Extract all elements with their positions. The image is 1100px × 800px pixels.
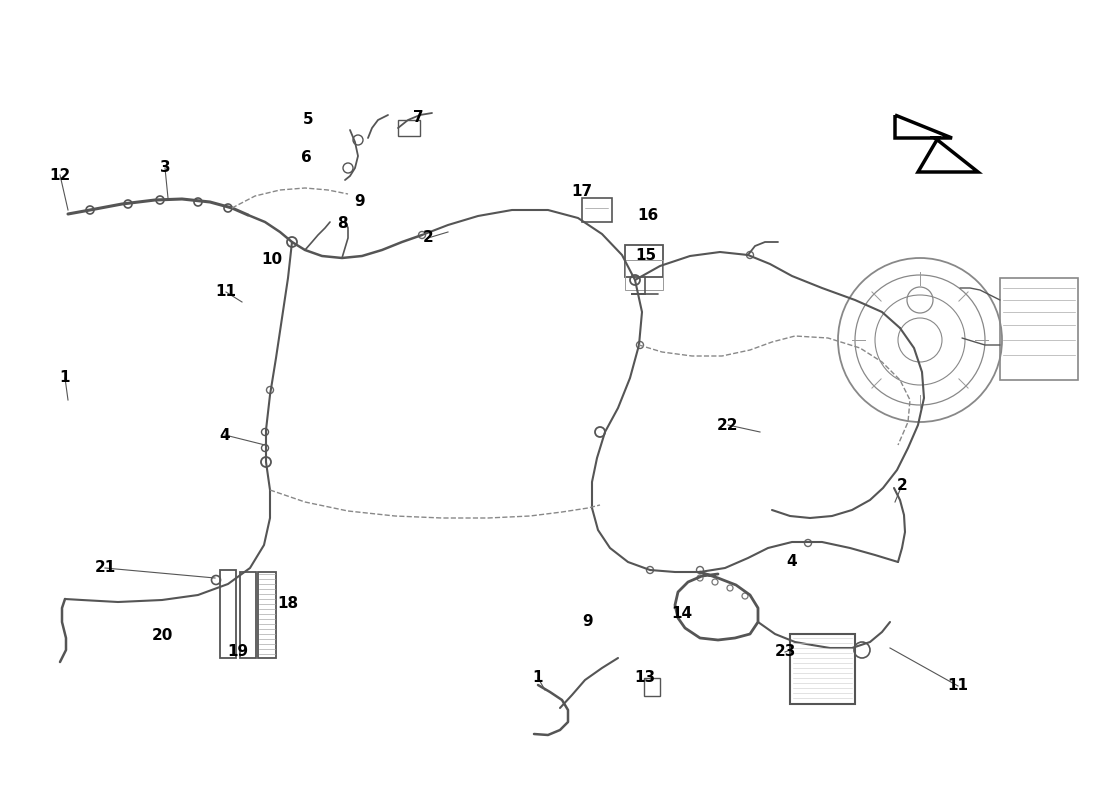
Text: 17: 17: [571, 183, 593, 198]
Text: 15: 15: [636, 249, 657, 263]
Bar: [790, 634, 855, 704]
Bar: [220, 570, 236, 658]
Text: 2: 2: [896, 478, 907, 493]
Text: 14: 14: [671, 606, 693, 622]
Text: 13: 13: [635, 670, 656, 686]
Text: 18: 18: [277, 597, 298, 611]
Text: 9: 9: [354, 194, 365, 210]
Text: 16: 16: [637, 207, 659, 222]
Text: 1: 1: [59, 370, 70, 386]
Bar: [644, 678, 660, 696]
Text: 6: 6: [300, 150, 311, 166]
Text: 11: 11: [947, 678, 968, 694]
Text: 2: 2: [422, 230, 433, 246]
Text: 12: 12: [50, 167, 70, 182]
Text: 11: 11: [216, 285, 236, 299]
Text: 21: 21: [95, 561, 116, 575]
Text: 4: 4: [786, 554, 798, 570]
Text: 7: 7: [412, 110, 424, 126]
Text: 19: 19: [228, 645, 249, 659]
Bar: [582, 198, 612, 222]
Text: 5: 5: [302, 113, 313, 127]
Bar: [258, 572, 276, 658]
Text: 1: 1: [532, 670, 543, 686]
Bar: [1000, 278, 1078, 380]
Bar: [398, 120, 420, 136]
Text: 23: 23: [774, 645, 795, 659]
Text: 22: 22: [717, 418, 739, 433]
Text: 9: 9: [583, 614, 593, 630]
Text: 8: 8: [337, 217, 348, 231]
Bar: [625, 260, 663, 290]
Text: 10: 10: [262, 253, 283, 267]
Text: 3: 3: [160, 161, 170, 175]
Bar: [625, 245, 663, 277]
Bar: [240, 572, 256, 658]
Text: 20: 20: [152, 629, 173, 643]
Text: 4: 4: [220, 427, 230, 442]
